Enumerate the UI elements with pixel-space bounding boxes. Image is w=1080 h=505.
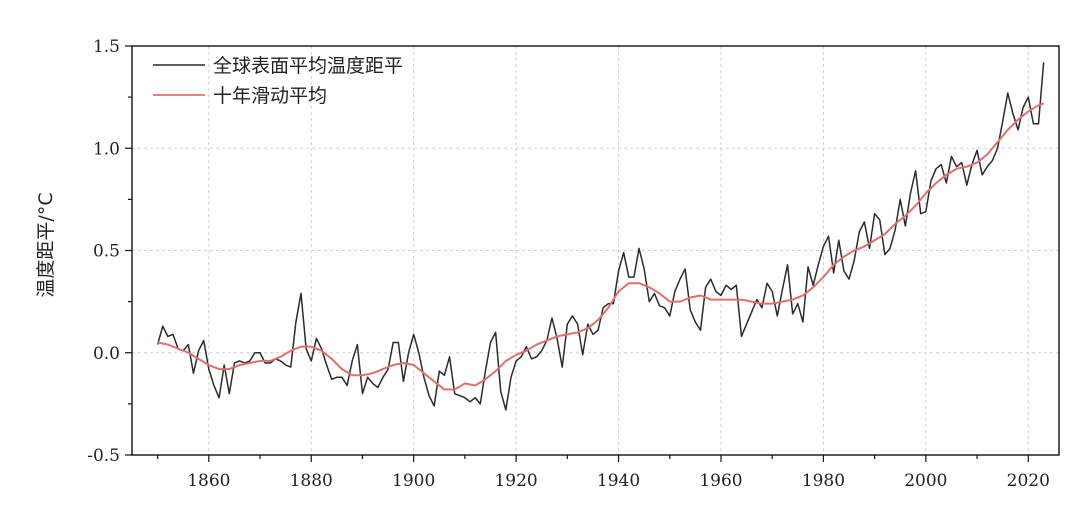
legend-label-moving-average: 十年滑动平均 xyxy=(213,85,327,107)
y-tick-label: -0.5 xyxy=(87,446,120,466)
y-tick-label: 1.0 xyxy=(93,139,120,159)
grid-layer xyxy=(132,46,1059,455)
tick-layer: 1860 1880 1900 1920 1940 1960 1980 2000 2020 -0.5… xyxy=(87,37,1050,491)
x-tick-label: 2000 xyxy=(904,471,947,491)
legend: 全球表面平均温度距平 十年滑动平均 xyxy=(153,55,403,107)
y-tick-label: 0.5 xyxy=(93,242,120,262)
x-tick-label: 1860 xyxy=(187,471,230,491)
series-anomaly-line xyxy=(156,62,1045,411)
x-tick-label: 1920 xyxy=(494,471,537,491)
series-layer xyxy=(156,62,1045,411)
x-tick-label: 1980 xyxy=(802,471,845,491)
series-moving-average-line xyxy=(157,102,1045,391)
x-tick-label: 1940 xyxy=(597,471,640,491)
x-tick-label: 2020 xyxy=(1007,471,1050,491)
legend-label-anomaly: 全球表面平均温度距平 xyxy=(213,55,403,77)
y-axis-label: 温度距平/°C xyxy=(35,192,57,297)
y-tick-label: 0.0 xyxy=(93,344,120,364)
x-tick-label: 1960 xyxy=(699,471,742,491)
x-tick-label: 1880 xyxy=(290,471,333,491)
y-tick-label: 1.5 xyxy=(93,37,120,57)
x-tick-label: 1900 xyxy=(392,471,435,491)
